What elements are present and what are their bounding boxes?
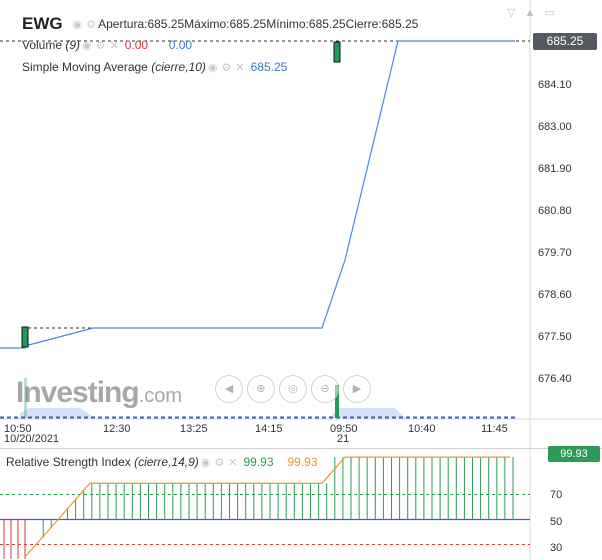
volume-label: Volume: [22, 38, 63, 52]
volume-value-1: 0.00: [124, 38, 149, 52]
price-tick: 681.90: [538, 163, 572, 175]
sma-param: (cierre,10): [151, 60, 206, 74]
rsi-last-badge: 99.93: [548, 446, 600, 462]
rsi-param: (cierre,14,9): [134, 455, 199, 469]
time-tick: 11:45: [481, 423, 508, 435]
rsi-tick: 30: [550, 542, 563, 554]
sma-legend: Simple Moving Average (cierre,10) ◉ ⚙ ✕ …: [22, 60, 287, 74]
gear-icon[interactable]: ⚙: [86, 18, 97, 31]
price-tick: 678.60: [538, 289, 572, 301]
high-label: Máximo:: [184, 17, 230, 31]
arrow-right-icon[interactable]: ▶: [343, 375, 371, 403]
arrow-left-icon[interactable]: ◀: [215, 375, 243, 403]
eye-icon[interactable]: ◉: [207, 61, 218, 74]
price-tick: 677.50: [538, 331, 572, 343]
rsi-chart[interactable]: [0, 449, 602, 560]
eye-icon[interactable]: ◉: [72, 18, 83, 31]
price-tick: 683.00: [538, 121, 572, 133]
last-price-badge: 685.25: [533, 33, 597, 50]
date-tick: 10/20/2021: [4, 433, 60, 445]
logo-tld: .com: [138, 385, 183, 407]
close-icon[interactable]: ✕: [109, 39, 119, 52]
minimize-icon[interactable]: ▽: [507, 7, 519, 19]
sma-value: 685.25: [250, 60, 288, 74]
symbol-label: EWG: [22, 14, 63, 33]
ohlc-legend: EWG ◉ ⚙ Apertura: 685.25 Máximo: 685.25 …: [22, 14, 418, 34]
volume-area: [20, 408, 95, 418]
eye-icon[interactable]: ◉: [200, 456, 211, 469]
volume-area: [330, 408, 405, 418]
investing-logo: Investing.com: [16, 376, 182, 410]
rsi-label: Relative Strength Index: [6, 455, 131, 469]
price-tick: 680.80: [538, 205, 572, 217]
rsi-value-1: 99.93: [243, 455, 274, 469]
volume-bar: [24, 378, 27, 418]
close-icon[interactable]: ✕: [235, 61, 245, 74]
time-tick: 10:40: [408, 423, 436, 435]
time-tick: 13:25: [180, 423, 208, 435]
volume-legend: Volume (9) ◉ ⚙ ✕ 0.00 0.00: [22, 38, 213, 52]
open-label: Apertura:: [98, 17, 148, 31]
window-controls: ▽ ▲ ▭: [507, 6, 558, 19]
gear-icon[interactable]: ⚙: [95, 39, 106, 52]
high-value: 685.25: [229, 17, 267, 31]
eye-icon[interactable]: ◉: [82, 39, 92, 52]
rsi-tick: 50: [550, 516, 563, 528]
price-tick: 676.40: [538, 373, 572, 385]
candle: [333, 41, 341, 63]
time-tick: 10:50: [4, 423, 32, 435]
low-value: 685.25: [308, 17, 346, 31]
rsi-value-2: 99.93: [287, 455, 318, 469]
candle: [21, 326, 29, 348]
volume-bar: [335, 385, 339, 418]
low-label: Mínimo:: [266, 17, 309, 31]
price-chart[interactable]: [0, 0, 602, 449]
expand-icon[interactable]: ▭: [544, 7, 558, 19]
close-value: 685.25: [381, 17, 419, 31]
volume-value-2: 0.00: [168, 38, 193, 52]
up-icon[interactable]: ▲: [524, 7, 539, 19]
price-tick: 684.10: [538, 79, 572, 91]
zoom-in-icon[interactable]: ⊕: [247, 375, 275, 403]
price-tick: 679.70: [538, 247, 572, 259]
zoom-out-icon[interactable]: ⊖: [311, 375, 339, 403]
date-tick: 21: [337, 433, 350, 445]
rsi-tick: 70: [550, 489, 563, 501]
open-value: 685.25: [147, 17, 185, 31]
close-label: Cierre:: [345, 17, 382, 31]
close-icon[interactable]: ✕: [228, 456, 238, 469]
volume-param: (9): [65, 38, 81, 52]
gear-icon[interactable]: ⚙: [221, 61, 232, 74]
rsi-line: [24, 456, 511, 558]
time-tick: 12:30: [103, 423, 131, 435]
rsi-legend: Relative Strength Index (cierre,14,9) ◉ …: [6, 455, 318, 469]
time-tick: 14:15: [255, 423, 283, 435]
time-tick: 09:50: [330, 423, 358, 435]
logo-brand: Investing: [16, 376, 140, 409]
sma-label: Simple Moving Average: [22, 60, 148, 74]
sma-line: [0, 40, 515, 349]
zoom-reset-icon[interactable]: ◎: [279, 375, 307, 403]
gear-icon[interactable]: ⚙: [214, 456, 225, 469]
